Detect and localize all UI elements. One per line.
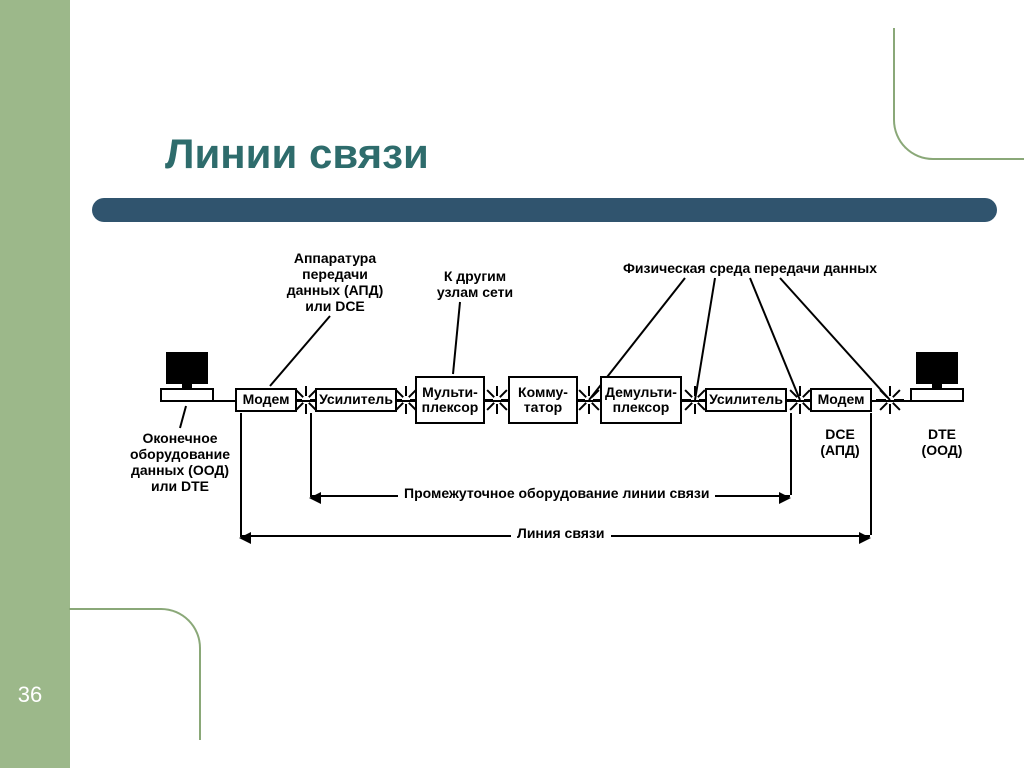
connector [297,400,315,402]
dim-tick [240,413,242,535]
node-amp-l: Усилитель [315,388,397,412]
connector [485,400,508,402]
diagram-communication-line: Модем Усилитель Мульти- плексор Комму- тато… [120,250,1000,610]
annotation-dce-right: DCE (АПД) [800,426,880,458]
slide-body: Линии связи Модем Усилитель Мульти- плексо… [70,0,1024,768]
node-modem-r: Модем [810,388,872,412]
node-demux: Демульти- плексор [600,376,682,424]
leader-line [695,278,715,400]
annotation-dce-note: Аппаратура передачи данных (АПД) или DCE [260,250,410,314]
connector [397,400,415,402]
leader-line [270,316,330,386]
connector [787,400,810,402]
computer-left-icon [160,352,214,406]
slide-title: Линии связи [165,130,429,178]
node-modem-l: Модем [235,388,297,412]
dim-tick [870,413,872,535]
node-switch: Комму- татор [508,376,578,424]
annotation-ood-note: Оконечное оборудование данных (ООД) или … [110,430,250,494]
title-underline [92,198,997,222]
leader-line [780,278,890,400]
leader-line [180,406,186,428]
leader-line [750,278,800,400]
slide-sidebar: 36 [0,0,70,768]
connector [578,400,600,402]
computer-right-icon [910,352,964,406]
leader-line [453,302,460,374]
dim-tick [310,413,312,495]
annotation-to-other-nodes: К другим узлам сети [420,268,530,300]
annotation-phys-medium: Физическая среда передачи данных [590,260,910,276]
connector [872,400,910,402]
node-mux: Мульти- плексор [415,376,485,424]
slide-number: 36 [0,682,60,708]
connector [682,400,705,402]
connector [214,400,235,402]
dim-tick [790,413,792,495]
node-amp-r: Усилитель [705,388,787,412]
dimension-label-comm-line: Линия связи [511,525,611,541]
dimension-label-intermediate-eq: Промежуточное оборудование линии связи [398,485,715,501]
annotation-dte-right: DTE (ООД) [902,426,982,458]
